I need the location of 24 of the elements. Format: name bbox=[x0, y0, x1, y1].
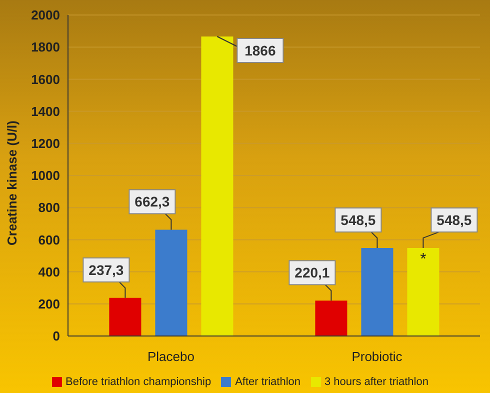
y-tick-label: 1600 bbox=[31, 72, 60, 87]
data-label: 237,3 bbox=[88, 262, 124, 278]
y-tick-label: 1200 bbox=[31, 136, 60, 152]
legend-label: Before triathlon championship bbox=[66, 376, 212, 388]
annotation: * bbox=[420, 250, 426, 268]
legend-label: After triathlon bbox=[235, 376, 300, 388]
x-tick-label: Probiotic bbox=[352, 349, 403, 364]
data-label: 662,3 bbox=[134, 194, 170, 210]
data-label: 548,5 bbox=[436, 212, 472, 228]
y-tick-label: 600 bbox=[38, 232, 60, 248]
y-tick-label: 400 bbox=[38, 264, 60, 280]
y-tick-label: 1000 bbox=[31, 168, 60, 184]
y-tick-label: 2000 bbox=[31, 8, 60, 23]
y-tick-label: 0 bbox=[52, 328, 60, 344]
y-axis-title: Creatine kinase (U/l) bbox=[4, 120, 20, 246]
y-tick-label: 800 bbox=[38, 200, 60, 216]
data-label: 548,5 bbox=[340, 212, 376, 228]
legend-label: 3 hours after triathlon bbox=[324, 376, 428, 388]
y-tick-label: 1400 bbox=[31, 104, 60, 119]
y-tick-label: 200 bbox=[38, 296, 60, 312]
x-tick-label: Placebo bbox=[148, 349, 194, 364]
data-label: 220,1 bbox=[294, 264, 330, 281]
data-label: 1866 bbox=[244, 42, 276, 59]
y-tick-label: 1800 bbox=[31, 40, 60, 55]
